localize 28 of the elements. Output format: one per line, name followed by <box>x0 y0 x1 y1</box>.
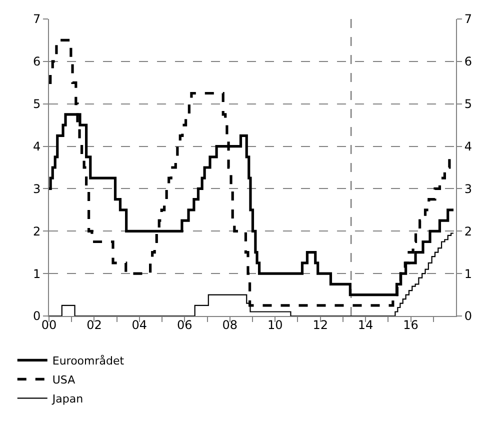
y2-tick-label: 3 <box>464 182 472 196</box>
y2-tick-label: 5 <box>464 97 472 112</box>
x-tick-label: 04 <box>132 318 148 332</box>
legend-label: Euroområdet <box>52 354 125 368</box>
y-tick-label: 0 <box>32 309 41 324</box>
y-tick-label: 3 <box>32 182 41 196</box>
x-tick-label: 12 <box>312 318 328 332</box>
legend-label: USA <box>52 373 76 386</box>
y-tick-label: 7 <box>32 12 41 26</box>
y-tick-label: 4 <box>32 139 41 154</box>
x-tick-label: 00 <box>41 318 57 332</box>
x-tick-label: 16 <box>403 318 418 332</box>
y2-tick-label: 4 <box>464 139 472 154</box>
x-tick-label: 08 <box>222 318 238 332</box>
y-tick-label: 6 <box>32 54 41 69</box>
y2-tick-label: 1 <box>464 266 472 281</box>
y2-tick-label: 2 <box>464 224 472 238</box>
y2-tick-label: 6 <box>464 54 472 69</box>
y-tick-label: 2 <box>32 224 41 238</box>
x-tick-label: 02 <box>86 318 102 332</box>
legend-label: Japan <box>51 392 84 406</box>
y2-tick-label: 7 <box>464 12 472 26</box>
y-tick-label: 5 <box>32 97 41 112</box>
x-tick-label: 06 <box>177 318 192 332</box>
y2-tick-label: 0 <box>464 309 472 324</box>
x-tick-label: 14 <box>358 318 374 332</box>
y-tick-label: 1 <box>32 266 41 281</box>
x-tick-label: 10 <box>267 318 283 332</box>
